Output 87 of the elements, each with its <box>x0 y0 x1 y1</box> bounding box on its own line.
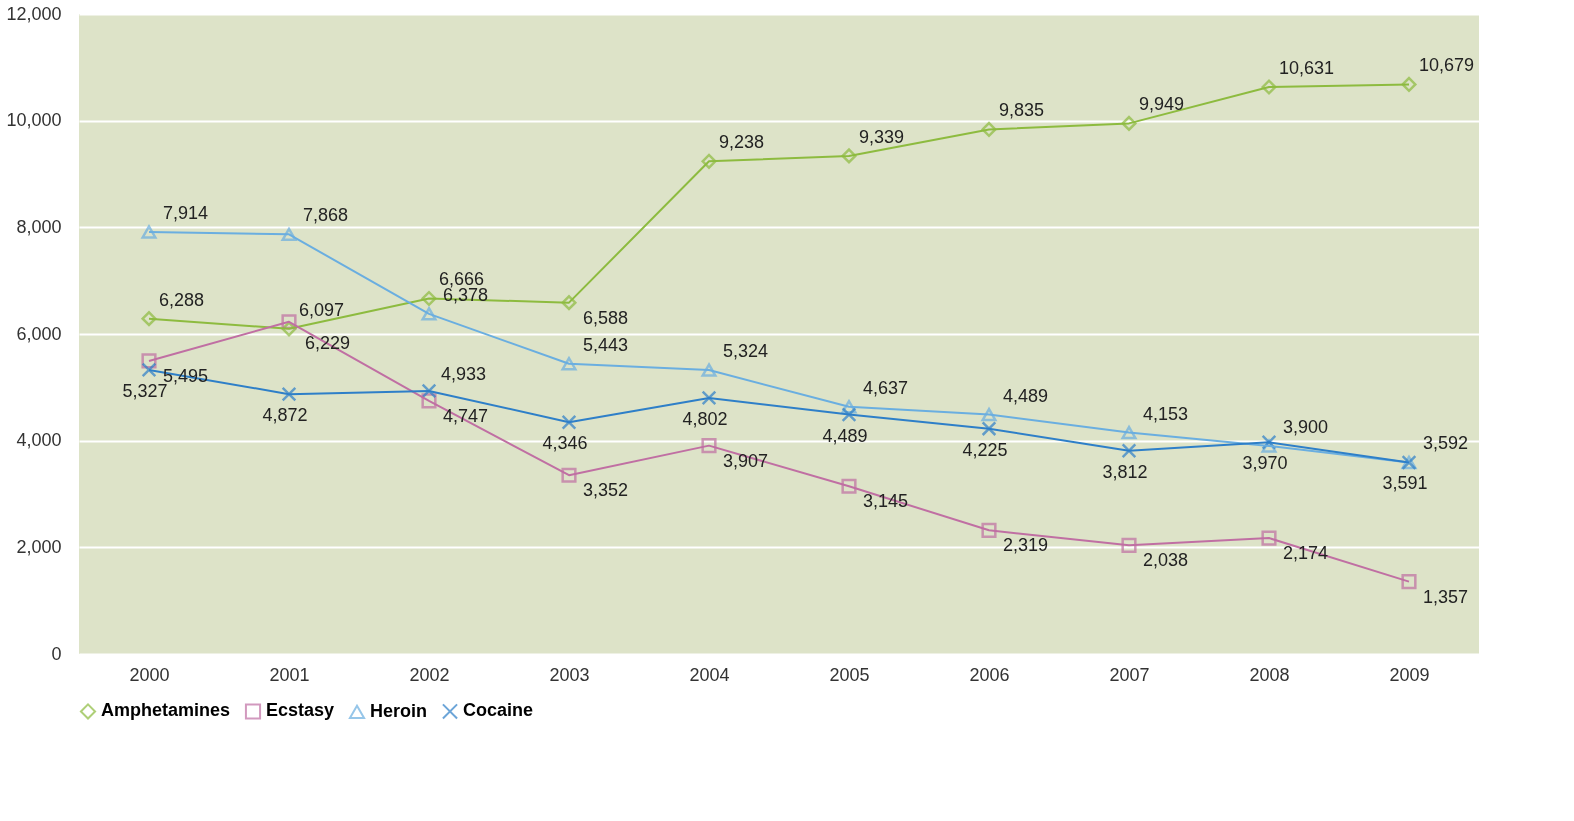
data-label: 6,097 <box>299 299 345 320</box>
legend-label: Cocaine <box>463 700 534 721</box>
y-tick-label: 6,000 <box>16 323 62 344</box>
point <box>141 311 157 327</box>
point <box>141 362 157 378</box>
point <box>281 321 297 337</box>
x-tick-label: 2009 <box>1389 664 1430 685</box>
data-label: 3,591 <box>1382 473 1428 494</box>
y-tick-label: 2,000 <box>16 536 62 557</box>
point <box>561 356 577 371</box>
point <box>141 225 157 239</box>
data-label: 2,038 <box>1143 550 1189 571</box>
point <box>281 386 297 402</box>
point <box>1121 425 1137 440</box>
data-label: 4,489 <box>822 425 868 446</box>
data-label: 5,443 <box>583 334 629 355</box>
data-label: 7,914 <box>163 202 209 223</box>
point <box>981 121 997 138</box>
x-tick-label: 2008 <box>1249 664 1290 685</box>
data-label: 4,872 <box>262 405 308 426</box>
data-label: 3,900 <box>1283 417 1329 437</box>
point <box>981 421 997 437</box>
x-tick-label: 2003 <box>549 664 590 685</box>
data-label: 1,357 <box>1423 586 1469 607</box>
point <box>1261 530 1277 546</box>
y-tick-label: 8,000 <box>16 216 62 237</box>
data-label: 3,352 <box>583 480 629 501</box>
point <box>1401 574 1417 590</box>
point <box>1401 76 1417 93</box>
data-label: 9,835 <box>999 100 1045 121</box>
point <box>981 407 997 422</box>
data-label: 4,346 <box>542 433 588 454</box>
data-label: 4,637 <box>863 377 909 398</box>
legend-label: Amphetamines <box>101 700 231 721</box>
x-tick-label: 2006 <box>969 664 1010 685</box>
point <box>1121 537 1137 553</box>
data-label: 3,812 <box>1102 461 1148 482</box>
legend-label: Ecstasy <box>266 700 335 721</box>
x-tick-label: 2000 <box>129 664 170 685</box>
point <box>701 363 717 377</box>
data-label: 4,153 <box>1143 403 1189 424</box>
point <box>701 153 717 169</box>
point <box>1121 115 1137 131</box>
point <box>841 148 857 164</box>
data-label: 3,970 <box>1242 453 1288 474</box>
point <box>561 467 577 483</box>
point <box>1261 79 1277 95</box>
data-label: 4,933 <box>441 363 487 384</box>
data-label: 3,592 <box>1423 433 1469 454</box>
data-label: 9,238 <box>719 132 765 153</box>
x-tick-label: 2007 <box>1109 664 1150 685</box>
y-tick-label: 10,000 <box>6 110 62 131</box>
point <box>281 227 297 242</box>
point <box>701 438 717 454</box>
data-label: 4,802 <box>682 408 728 429</box>
data-label: 9,339 <box>859 126 905 147</box>
point <box>421 290 437 307</box>
point <box>421 307 437 321</box>
data-label: 6,588 <box>583 307 629 328</box>
data-label: 10,631 <box>1279 58 1335 79</box>
y-tick-label: 12,000 <box>6 3 62 24</box>
y-tick-label: 0 <box>51 643 62 664</box>
data-label: 4,489 <box>1003 385 1049 406</box>
data-label: 3,145 <box>863 491 909 512</box>
data-label: 2,174 <box>1283 543 1329 564</box>
data-label: 9,949 <box>1139 94 1185 115</box>
point <box>701 390 717 406</box>
point <box>561 414 577 430</box>
point <box>981 522 997 538</box>
data-label: 7,868 <box>303 205 349 226</box>
point <box>841 407 857 423</box>
data-label: 5,324 <box>723 341 769 362</box>
y-tick-label: 4,000 <box>16 430 62 451</box>
x-tick-label: 2001 <box>269 664 310 685</box>
data-label: 6,288 <box>159 289 205 310</box>
point <box>561 295 577 311</box>
x-tick-label: 2002 <box>409 664 450 685</box>
x-tick-label: 2004 <box>689 664 730 685</box>
point <box>1121 443 1137 459</box>
data-label: 2,319 <box>1003 535 1049 556</box>
x-tick-label: 2005 <box>829 664 870 685</box>
point <box>421 383 437 399</box>
data-label: 3,907 <box>723 450 769 471</box>
point <box>841 478 857 494</box>
legend-label: Heroin <box>370 700 428 721</box>
data-label: 10,679 <box>1419 55 1475 76</box>
data-label: 4,225 <box>962 439 1008 460</box>
